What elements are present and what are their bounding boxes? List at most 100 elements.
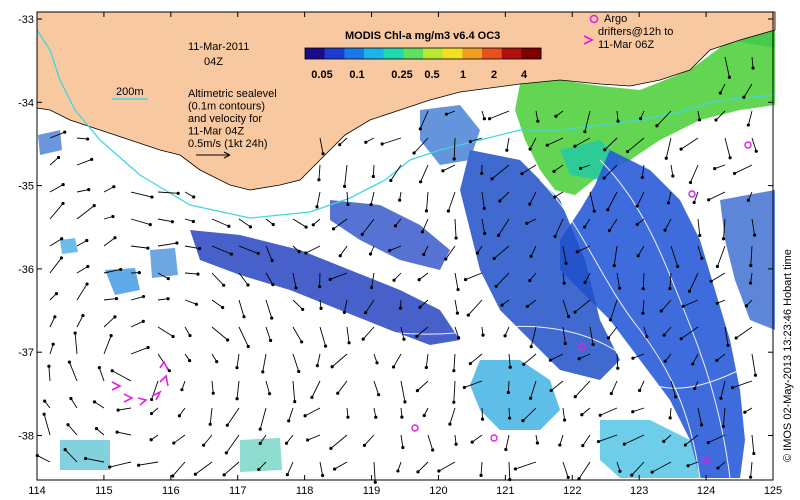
velocity-arrow [211, 245, 232, 255]
velocity-arrow [643, 326, 648, 337]
velocity-arrow-head [490, 177, 494, 181]
velocity-arrow-head [668, 416, 672, 420]
velocity-arrow-head [636, 254, 640, 258]
velocity-arrow [130, 218, 151, 226]
colorbar-swatch [383, 48, 404, 59]
velocity-arrow-head [342, 310, 346, 314]
velocity-arrow-head [566, 475, 570, 480]
velocity-arrow-head [691, 362, 695, 366]
velocity-arrow [292, 272, 297, 288]
velocity-arrow-head [85, 282, 89, 286]
velocity-arrow-head [606, 208, 610, 212]
velocity-arrow-head [171, 334, 175, 339]
velocity-arrow-head [321, 473, 325, 478]
velocity-arrow-head [392, 278, 396, 282]
chl-patch-lightblue-sw [470, 360, 560, 430]
velocity-arrow [94, 401, 105, 409]
velocity-arrow-head [583, 130, 587, 134]
velocity-arrow-head [683, 443, 687, 447]
velocity-arrow [670, 380, 677, 397]
velocity-arrow [535, 110, 539, 122]
velocity-arrow [361, 218, 375, 235]
velocity-arrow-head [310, 395, 314, 399]
velocity-arrow-head [563, 341, 567, 346]
x-tick-label: 120 [429, 485, 447, 497]
velocity-arrow [491, 164, 510, 180]
velocity-arrow [418, 272, 429, 281]
velocity-arrow-head [470, 440, 474, 444]
chl-patch-small-w2 [60, 238, 78, 254]
velocity-arrow [613, 245, 618, 266]
date-line-2: 04Z [204, 56, 223, 68]
velocity-arrow [471, 434, 483, 443]
colorbar-swatch [324, 48, 345, 59]
velocity-arrow [690, 164, 699, 183]
velocity-arrow-head [180, 388, 184, 392]
velocity-arrow [286, 461, 294, 475]
velocity-arrow-head [187, 358, 192, 363]
colorbar-swatch [364, 48, 385, 59]
sealevel-note-line: 11-Mar 04Z [188, 126, 244, 138]
velocity-arrow-head [558, 443, 562, 447]
velocity-arrow-head [746, 123, 750, 127]
velocity-arrow-head [115, 430, 119, 434]
velocity-arrow-head [751, 66, 755, 70]
velocity-arrow [49, 184, 64, 193]
velocity-arrow [109, 461, 132, 468]
velocity-arrow [70, 398, 78, 409]
velocity-arrow [522, 407, 537, 421]
velocity-arrow-head [400, 415, 404, 419]
velocity-arrow-head [146, 345, 150, 350]
velocity-arrow-head [401, 445, 405, 450]
velocity-arrow [311, 380, 321, 398]
velocity-arrow-head [655, 124, 659, 128]
velocity-arrow-head [640, 175, 644, 179]
drifter-track-1 [111, 381, 122, 391]
velocity-arrow-head [380, 142, 384, 146]
velocity-arrow-head [303, 414, 307, 418]
velocity-arrow-head [256, 251, 260, 256]
velocity-arrow-head [666, 201, 671, 205]
velocity-arrow-head [175, 241, 179, 245]
velocity-arrow-head [441, 169, 445, 173]
velocity-arrow [470, 353, 483, 364]
velocity-arrow-head [330, 365, 334, 369]
velocity-arrow [547, 137, 564, 146]
velocity-arrow-head [641, 311, 645, 315]
velocity-arrow [76, 137, 88, 140]
velocity-arrow [562, 272, 565, 284]
velocity-arrow-head [300, 340, 304, 344]
velocity-arrow-head [222, 283, 226, 287]
sealevel-note-line: Altimetric sealevel [188, 88, 277, 100]
velocity-arrow-head [61, 201, 65, 206]
velocity-arrow [64, 449, 78, 463]
velocity-arrow-head [149, 438, 153, 442]
velocity-arrow-head [375, 361, 379, 365]
velocity-arrow-head [638, 117, 643, 121]
velocity-arrow-head [520, 172, 524, 176]
drifter-track-6 [159, 360, 169, 371]
velocity-arrow [346, 191, 349, 205]
velocity-arrow-head [369, 285, 374, 290]
velocity-arrow [527, 299, 537, 307]
velocity-arrow [719, 83, 726, 94]
velocity-arrow [689, 272, 699, 292]
velocity-arrow-head [719, 396, 723, 400]
velocity-arrow-head [437, 469, 441, 473]
velocity-arrow [319, 326, 326, 347]
velocity-arrow-head [732, 171, 737, 176]
velocity-arrow [697, 218, 701, 236]
velocity-arrow-head [697, 118, 702, 122]
x-tick-label: 115 [95, 485, 113, 497]
velocity-arrow-head [662, 333, 666, 337]
velocity-arrow-head [148, 222, 152, 227]
velocity-arrow-head [194, 302, 198, 306]
velocity-arrow [130, 347, 149, 355]
velocity-arrow [343, 299, 348, 313]
velocity-arrow [562, 299, 569, 317]
velocity-arrow-head [529, 345, 533, 349]
velocity-arrow-head [444, 112, 448, 116]
colorbar-tick-label: 0.25 [391, 69, 412, 81]
colorbar-swatch [423, 48, 444, 59]
velocity-arrow [470, 137, 483, 143]
